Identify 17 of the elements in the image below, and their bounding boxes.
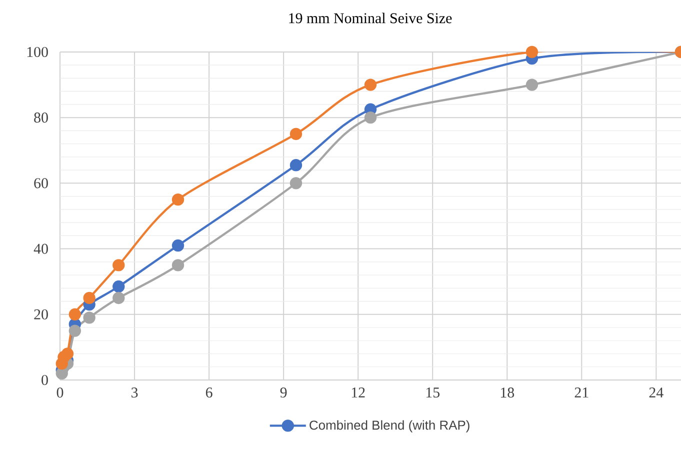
legend-label: Combined Blend (with RAP) [310, 420, 470, 432]
x-tick-label: 15 [426, 388, 440, 398]
chart-title: 19 mm Nominal Seive Size [289, 12, 452, 24]
x-tick-label: 18 [500, 388, 514, 398]
y-tick-label: 80 [34, 112, 48, 123]
x-tick-label: 24 [649, 388, 664, 398]
y-tick-label: 20 [34, 309, 48, 320]
y-tick-label: 100 [27, 46, 48, 58]
y-tick-label: 0 [42, 374, 48, 386]
x-tick-label: 9 [280, 388, 287, 398]
y-tick-label: 60 [34, 178, 48, 188]
x-tick-label: 3 [132, 388, 138, 398]
x-tick-label: 6 [206, 388, 212, 398]
x-tick-label: 12 [352, 388, 365, 398]
y-tick-label: 40 [34, 244, 48, 254]
x-tick-label: 0 [56, 388, 64, 398]
x-tick-label: 21 [574, 388, 588, 398]
